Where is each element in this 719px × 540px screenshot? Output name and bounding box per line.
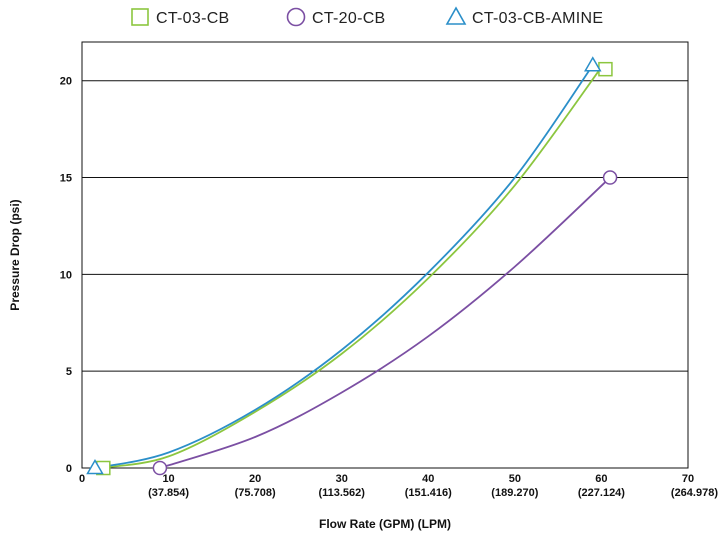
y-tick-label: 0	[66, 463, 72, 475]
series-line-ct-03-cb	[99, 66, 603, 469]
x-tick-label: 0	[79, 473, 85, 485]
series-start-marker	[152, 460, 168, 476]
x-tick-sublabel: (189.270)	[491, 487, 538, 499]
x-tick-sublabel: (113.562)	[318, 487, 365, 499]
series-end-marker	[583, 56, 602, 72]
x-axis-title: Flow Rate (GPM) (LPM)	[319, 517, 451, 531]
legend-item: CT-20-CB	[286, 7, 386, 27]
x-tick-label: 60	[595, 473, 607, 485]
series-lines	[94, 64, 611, 469]
x-tick-label: 50	[509, 473, 521, 485]
x-tick-label: 70	[682, 473, 694, 485]
x-tick-label: 10	[162, 473, 174, 485]
triangle-legend-icon	[445, 6, 467, 25]
x-tick-label: 40	[422, 473, 434, 485]
x-tick-label: 20	[249, 473, 261, 485]
y-axis-title: Pressure Drop (psi)	[8, 199, 22, 310]
plot-frame	[81, 41, 689, 469]
legend-item: CT-03-CB	[131, 8, 230, 27]
series-line-ct-03-cb-amine	[94, 64, 594, 469]
x-tick-sublabel: (264.978)	[671, 487, 718, 499]
x-tick-sublabel: (227.124)	[578, 487, 625, 499]
gridlines	[82, 80, 688, 372]
series-markers	[86, 56, 618, 476]
y-axis-ticks: 0 5 10 15 20	[60, 76, 72, 475]
legend-item: CT-03-CB-AMINE	[445, 6, 603, 27]
legend: CT-03-CB CT-20-CB CT-03-CB-AMINE	[131, 6, 603, 27]
legend-label: CT-03-CB	[156, 10, 230, 27]
x-tick-sublabel: (75.708)	[235, 487, 276, 499]
circle-legend-icon	[286, 7, 306, 27]
x-axis-ticks: 0 10 (37.854) 20 (75.708) 30 (113.562) 40 (151.4…	[79, 473, 718, 499]
series-end-marker	[602, 170, 618, 185]
y-tick-label: 10	[60, 269, 72, 281]
series-line-ct-20-cb	[159, 176, 611, 469]
y-tick-label: 5	[66, 366, 72, 378]
series-start-marker	[86, 458, 104, 475]
series-end-marker	[598, 61, 613, 77]
x-tick-sublabel: (37.854)	[148, 487, 189, 499]
y-tick-label: 20	[60, 76, 72, 88]
x-tick-sublabel: (151.416)	[405, 487, 452, 499]
legend-label: CT-20-CB	[312, 10, 386, 27]
x-tick-label: 30	[336, 473, 348, 485]
square-legend-icon	[131, 8, 149, 26]
legend-label: CT-03-CB-AMINE	[472, 10, 603, 27]
y-tick-label: 15	[60, 173, 72, 185]
